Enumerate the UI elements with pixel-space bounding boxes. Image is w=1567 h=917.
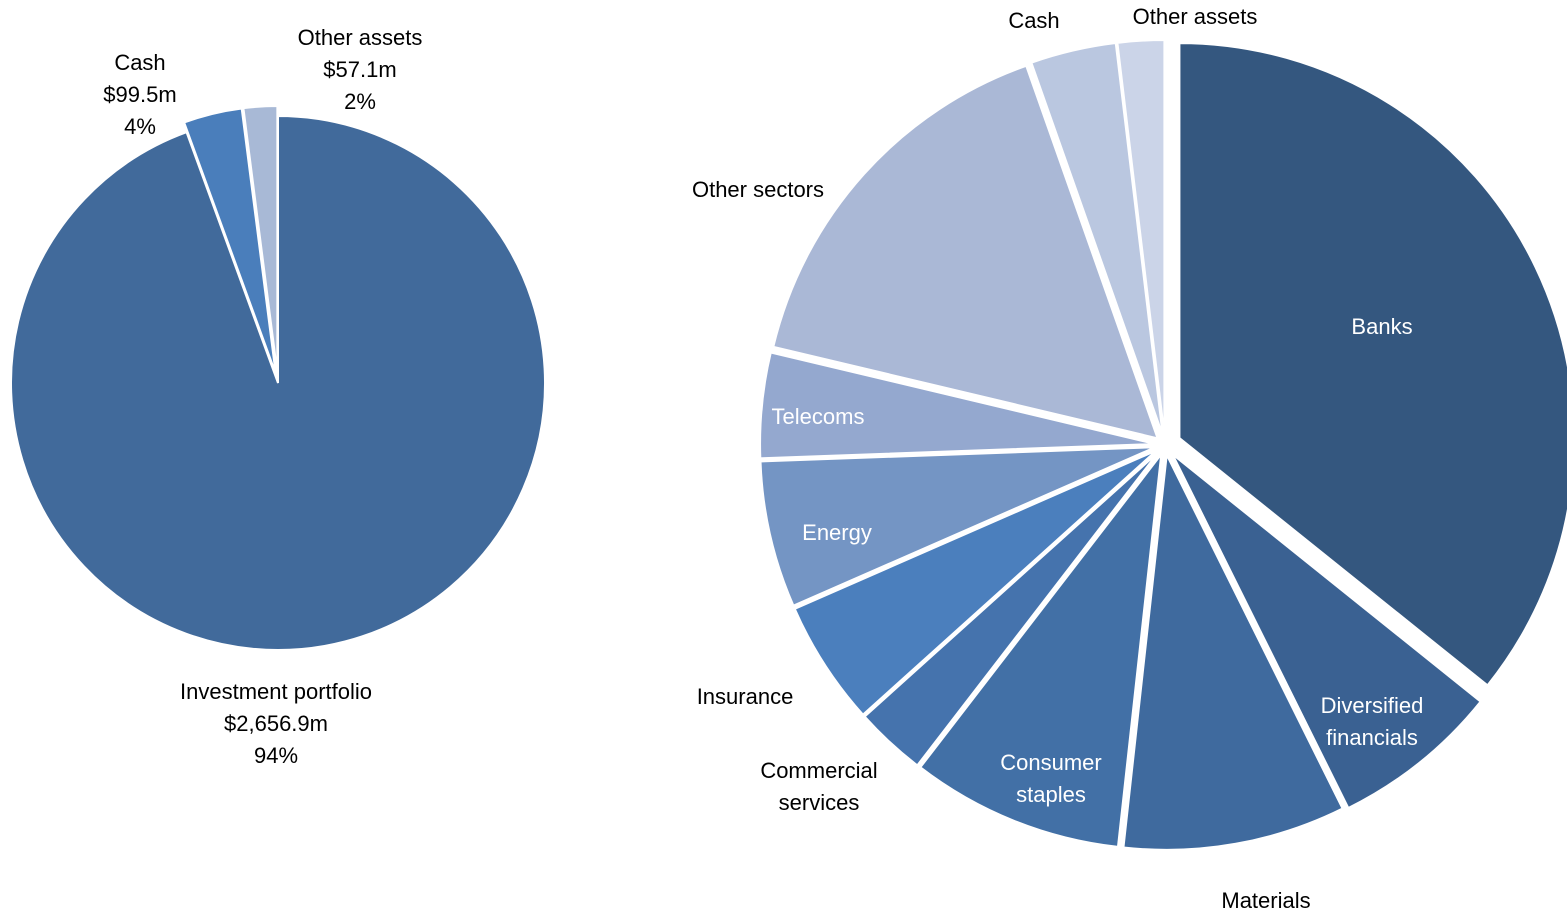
category-label: Commercial services: [760, 758, 878, 815]
slice-label: Other sectors: [668, 174, 848, 206]
category-label: Telecoms: [771, 404, 865, 429]
slice-label: Diversified financials: [1307, 690, 1437, 754]
pie-slice: [772, 64, 1160, 440]
slice-label: Investment portfolio $2,656.9m 94%: [146, 676, 406, 772]
slice-label: Banks: [1312, 311, 1452, 343]
percent-label: 94%: [253, 743, 299, 768]
category-label: Investment portfolio: [180, 679, 372, 704]
pie-slice: [1171, 453, 1482, 810]
category-label: Other assets: [1132, 4, 1258, 29]
pie-slice: [759, 446, 1156, 607]
percent-label: 2%: [344, 89, 376, 114]
pie-slice: [1178, 42, 1567, 687]
slice-label: Commercial services: [749, 755, 889, 819]
category-label: Banks: [1351, 314, 1413, 339]
pie-slice: [863, 451, 1160, 767]
slice-label: Materials: [1196, 885, 1336, 917]
pie-slice: [918, 450, 1163, 848]
category-label: Energy: [802, 520, 872, 545]
pie-slice: [759, 351, 1156, 460]
pie-slice: [1030, 41, 1164, 436]
slice-label: Cash $99.5m 4%: [80, 47, 200, 143]
category-label: Other assets: [297, 25, 423, 50]
percent-label: 4%: [124, 114, 156, 139]
category-label: Diversified financials: [1320, 693, 1424, 750]
slice-label: Other assets $57.1m 2%: [280, 22, 440, 118]
category-label: Consumer staples: [1000, 750, 1102, 807]
category-label: Insurance: [696, 684, 794, 709]
value-label: $57.1m: [323, 57, 397, 82]
pie-slice: [1122, 451, 1344, 851]
pie-slice: [182, 107, 277, 374]
value-label: $2,656.9m: [224, 711, 328, 736]
category-label: Materials: [1221, 888, 1311, 913]
pie-slice: [242, 105, 279, 374]
pie-slice: [1116, 39, 1166, 436]
slice-label: Telecoms: [758, 401, 878, 433]
pie-slice: [10, 114, 546, 651]
category-label: Cash: [114, 50, 166, 75]
slice-label: Consumer staples: [991, 747, 1111, 811]
slice-label: Cash: [994, 5, 1074, 37]
slice-label: Other assets: [1115, 1, 1275, 33]
slice-label: Energy: [777, 517, 897, 549]
value-label: $99.5m: [103, 82, 177, 107]
slice-label: Insurance: [685, 681, 805, 713]
category-label: Cash: [1008, 8, 1060, 33]
pie-slice: [793, 449, 1158, 717]
category-label: Other sectors: [691, 177, 825, 202]
